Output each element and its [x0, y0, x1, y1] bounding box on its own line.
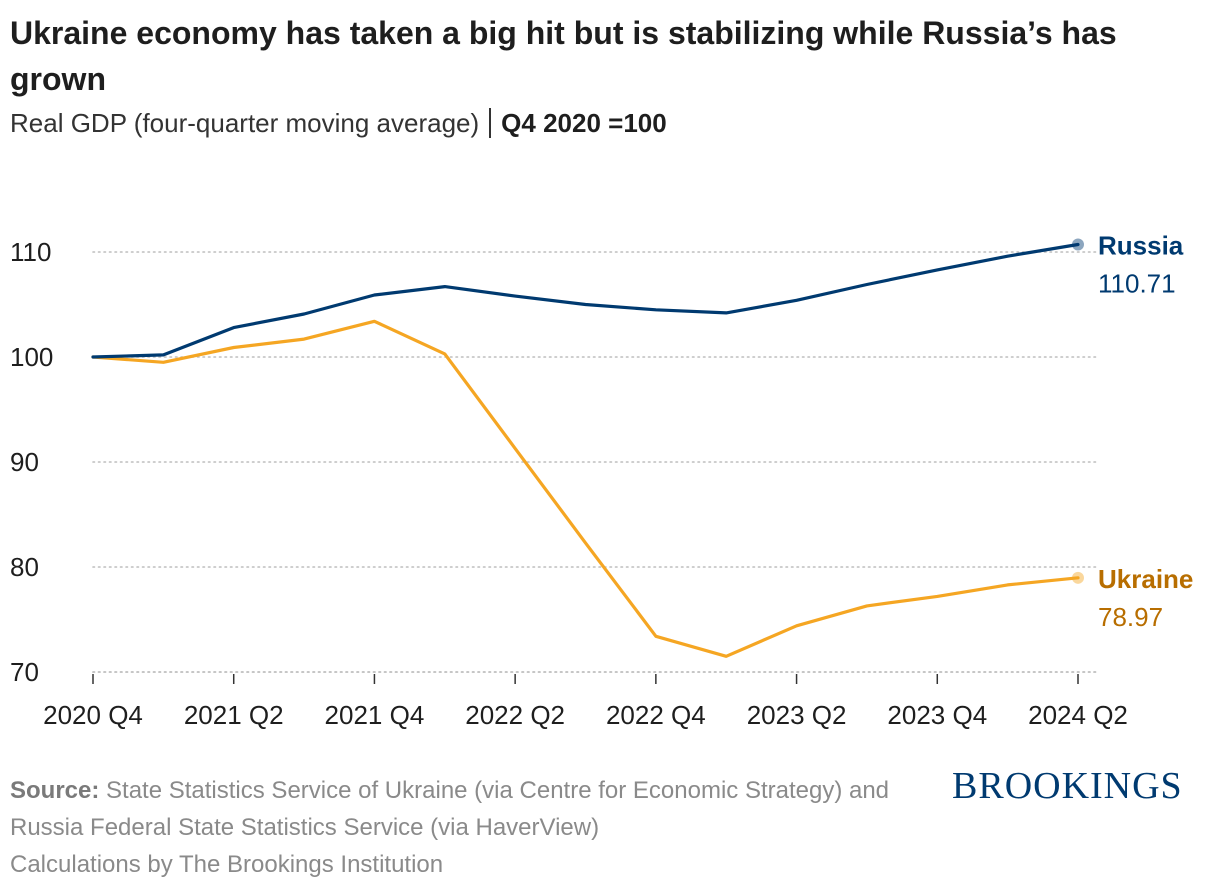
x-tick-label: 2023 Q2: [747, 700, 847, 730]
source-label: Source:: [10, 777, 100, 804]
series-value-ukraine: 78.97: [1098, 602, 1163, 632]
series-end-markers: Russia 110.71 Ukraine 78.97: [1072, 231, 1193, 632]
x-tick-label: 2024 Q2: [1028, 700, 1128, 730]
x-tick-label: 2022 Q4: [606, 700, 706, 730]
subtitle-separator: [489, 108, 492, 138]
y-tick-label-110: 110: [10, 237, 51, 267]
series-line-russia: [91, 242, 1080, 359]
y-tick-label-70: 70: [10, 657, 39, 687]
source-text: State Statistics Service of Ukraine (via…: [10, 777, 890, 841]
x-tick-label: 2023 Q4: [887, 700, 987, 730]
brookings-logo: BROOKINGS: [952, 765, 1183, 807]
chart-title: Ukraine economy has taken a big hit but …: [10, 15, 1117, 97]
chart-subtitle: Real GDP (four-quarter moving average) Q4…: [10, 108, 667, 139]
end-marker-ukraine: [1072, 571, 1084, 584]
series-line-ukraine: [91, 319, 1080, 658]
series-value-russia: 110.71: [1098, 269, 1176, 299]
series-lines: [91, 242, 1080, 658]
grid-lines: [92, 251, 1097, 673]
source-note: Source: State Statistics Service of Ukra…: [10, 772, 910, 883]
x-tick-label: 2022 Q2: [465, 700, 565, 730]
x-tick-label: 2021 Q2: [184, 700, 284, 730]
series-label-ukraine: Ukraine: [1098, 564, 1193, 594]
y-axis-labels: 70 80 90 100 110: [10, 237, 53, 687]
x-tick-label: 2020 Q4: [43, 700, 143, 730]
series-label-russia: Russia: [1098, 231, 1184, 261]
y-tick-label-80: 80: [10, 552, 39, 582]
subtitle-main: Real GDP (four-quarter moving average): [10, 108, 480, 138]
end-marker-russia: [1072, 238, 1084, 251]
x-axis: 2020 Q4 2021 Q2 2021 Q4 2022 Q2 2022 Q4 2023 …: [43, 671, 1128, 730]
calculation-note: Calculations by The Brookings Institutio…: [10, 851, 444, 878]
y-tick-label-90: 90: [10, 447, 39, 477]
subtitle-base: Q4 2020 =100: [501, 108, 667, 138]
y-tick-label-100: 100: [10, 342, 53, 372]
x-tick-label: 2021 Q4: [325, 700, 425, 730]
